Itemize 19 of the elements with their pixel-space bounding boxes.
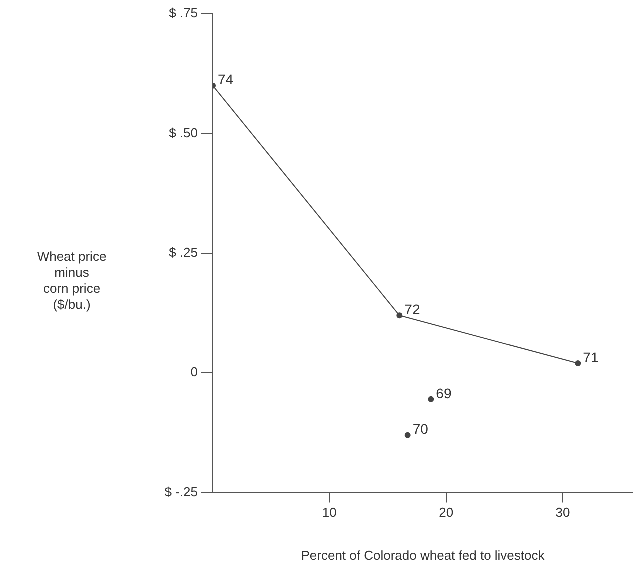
x-axis-title: Percent of Colorado wheat fed to livestock: [301, 548, 546, 563]
y-axis-title: Wheat price minus corn price ($/bu.): [37, 248, 107, 312]
y-tick-label: 0: [190, 364, 198, 380]
x-tick-label: 30: [556, 505, 570, 520]
annotation: 71: [583, 349, 599, 366]
y-tick-label: $ .50: [169, 125, 198, 140]
annotation: 70: [412, 421, 429, 438]
point: [575, 360, 582, 367]
y-tick-label: $ -.25: [164, 484, 198, 500]
x-tick-label: 20: [439, 505, 454, 520]
annotation: 69: [436, 385, 452, 402]
point: [396, 312, 403, 319]
y-tick-label: $ .25: [169, 244, 198, 260]
y-tick-label: $ .75: [169, 6, 198, 21]
point: [404, 432, 411, 438]
annotation: 74: [218, 72, 234, 88]
point: [428, 396, 434, 402]
x-tick-label: 10: [322, 505, 337, 520]
annotation: 72: [404, 302, 420, 318]
